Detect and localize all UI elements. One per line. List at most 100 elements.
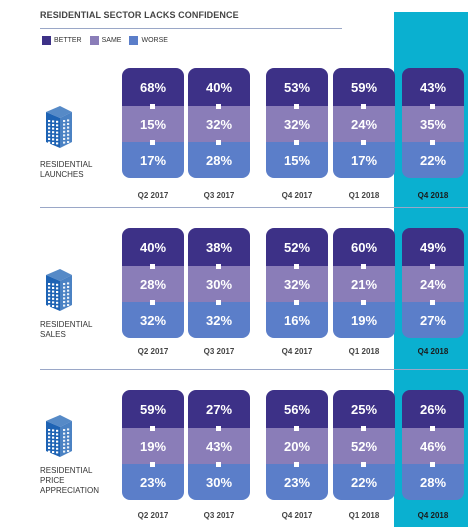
group-label-line: RESIDENTIAL xyxy=(40,320,93,329)
bar-segment-better: 25% xyxy=(333,390,395,428)
segment-separator-dot xyxy=(150,103,155,109)
bar-segment-same: 21% xyxy=(333,266,395,302)
bar-segment-same: 46% xyxy=(402,428,464,464)
legend-item-better: BETTER xyxy=(42,36,82,45)
bar-segment-better: 59% xyxy=(122,390,184,428)
segment-separator-dot xyxy=(361,299,366,305)
group-label-line: LAUNCHES xyxy=(40,170,84,179)
bar-segment-better: 68% xyxy=(122,68,184,106)
segment-separator-dot xyxy=(361,103,366,109)
bar-segment-better: 53% xyxy=(266,68,328,106)
bar-segment-same: 52% xyxy=(333,428,395,464)
bar-segment-same: 32% xyxy=(188,106,250,142)
bar-segment-worse: 32% xyxy=(122,302,184,338)
bar-segment-same: 24% xyxy=(402,266,464,302)
segment-separator-dot xyxy=(216,299,221,305)
group-label-line: RESIDENTIAL xyxy=(40,160,93,169)
segment-separator-dot xyxy=(216,139,221,145)
bar-residential-sales-q4-2017: 52% 32% 16% xyxy=(266,228,328,338)
segment-separator-dot xyxy=(294,299,299,305)
legend-swatch-better xyxy=(42,36,51,45)
group-label-line: RESIDENTIAL xyxy=(40,466,93,475)
bar-residential-sales-q2-2017: 40% 28% 32% xyxy=(122,228,184,338)
bar-segment-worse: 22% xyxy=(333,464,395,500)
bar-segment-same: 19% xyxy=(122,428,184,464)
bar-segment-same: 15% xyxy=(122,106,184,142)
x-tick-label: Q4 2018 xyxy=(417,191,449,200)
x-tick-label: Q4 2018 xyxy=(417,347,449,356)
group-label-residential-sales: RESIDENTIAL SALES xyxy=(40,320,92,340)
bar-residential-launches-q1-2018: 59% 24% 17% xyxy=(333,68,395,178)
segment-separator-dot xyxy=(216,461,221,467)
bar-segment-worse: 32% xyxy=(188,302,250,338)
group-label-residential-price-appreciation: RESIDENTIAL PRICE APPRECIATION xyxy=(40,466,99,496)
bar-residential-price-appreciation-q4-2017: 56% 20% 23% xyxy=(266,390,328,500)
building-icon xyxy=(46,106,72,148)
building-icon xyxy=(46,269,72,311)
building-icon xyxy=(46,415,72,457)
bar-segment-worse: 23% xyxy=(266,464,328,500)
bar-segment-same: 32% xyxy=(266,266,328,302)
bar-segment-better: 59% xyxy=(333,68,395,106)
bar-segment-better: 56% xyxy=(266,390,328,428)
segment-separator-dot xyxy=(216,103,221,109)
bar-residential-sales-q1-2018: 60% 21% 19% xyxy=(333,228,395,338)
x-tick-label: Q3 2017 xyxy=(203,347,235,356)
bar-segment-worse: 30% xyxy=(188,464,250,500)
bar-segment-worse: 19% xyxy=(333,302,395,338)
bar-residential-launches-q2-2017: 68% 15% 17% xyxy=(122,68,184,178)
segment-separator-dot xyxy=(361,263,366,269)
segment-separator-dot xyxy=(294,461,299,467)
x-tick-label: Q2 2017 xyxy=(137,347,169,356)
bar-segment-worse: 23% xyxy=(122,464,184,500)
segment-separator-dot xyxy=(150,139,155,145)
legend-item-worse: WORSE xyxy=(129,36,168,45)
segment-separator-dot xyxy=(361,425,366,431)
segment-separator-dot xyxy=(150,425,155,431)
bar-segment-same: 32% xyxy=(266,106,328,142)
bar-segment-better: 49% xyxy=(402,228,464,266)
segment-separator-dot xyxy=(430,139,435,145)
segment-separator-dot xyxy=(430,263,435,269)
bar-residential-launches-q4-2017: 53% 32% 15% xyxy=(266,68,328,178)
group-label-line: PRICE xyxy=(40,476,65,485)
bar-residential-price-appreciation-q3-2017: 27% 43% 30% xyxy=(188,390,250,500)
segment-separator-dot xyxy=(361,139,366,145)
segment-separator-dot xyxy=(216,263,221,269)
x-tick-label: Q4 2017 xyxy=(281,511,313,520)
x-tick-label: Q1 2018 xyxy=(348,191,380,200)
bar-residential-sales-q3-2017: 38% 30% 32% xyxy=(188,228,250,338)
x-tick-label: Q3 2017 xyxy=(203,191,235,200)
x-tick-label: Q1 2018 xyxy=(348,347,380,356)
bar-segment-same: 24% xyxy=(333,106,395,142)
bar-segment-worse: 15% xyxy=(266,142,328,178)
x-tick-label: Q3 2017 xyxy=(203,511,235,520)
bar-segment-better: 26% xyxy=(402,390,464,428)
bar-segment-better: 43% xyxy=(402,68,464,106)
x-tick-label: Q2 2017 xyxy=(137,511,169,520)
legend-swatch-worse xyxy=(129,36,139,45)
group-label-line: APPRECIATION xyxy=(40,486,99,495)
bar-segment-better: 27% xyxy=(188,390,250,428)
legend-label-same: SAME xyxy=(101,37,122,44)
bar-residential-launches-q4-2018: 43% 35% 22% xyxy=(402,68,464,178)
bar-segment-worse: 28% xyxy=(188,142,250,178)
segment-separator-dot xyxy=(430,461,435,467)
bar-residential-price-appreciation-q2-2017: 59% 19% 23% xyxy=(122,390,184,500)
x-tick-label: Q4 2017 xyxy=(281,347,313,356)
bar-segment-better: 60% xyxy=(333,228,395,266)
bar-residential-sales-q4-2018: 49% 24% 27% xyxy=(402,228,464,338)
bar-residential-price-appreciation-q4-2018: 26% 46% 28% xyxy=(402,390,464,500)
row-divider-2 xyxy=(40,369,468,370)
legend: BETTER SAME WORSE xyxy=(42,36,176,45)
segment-separator-dot xyxy=(294,263,299,269)
legend-swatch-same xyxy=(89,36,99,45)
group-label-residential-launches: RESIDENTIAL LAUNCHES xyxy=(40,160,92,180)
bar-segment-same: 43% xyxy=(188,428,250,464)
segment-separator-dot xyxy=(294,139,299,145)
bar-segment-same: 30% xyxy=(188,266,250,302)
segment-separator-dot xyxy=(361,461,366,467)
bar-residential-price-appreciation-q1-2018: 25% 52% 22% xyxy=(333,390,395,500)
x-tick-label: Q4 2017 xyxy=(281,191,313,200)
bar-segment-better: 52% xyxy=(266,228,328,266)
